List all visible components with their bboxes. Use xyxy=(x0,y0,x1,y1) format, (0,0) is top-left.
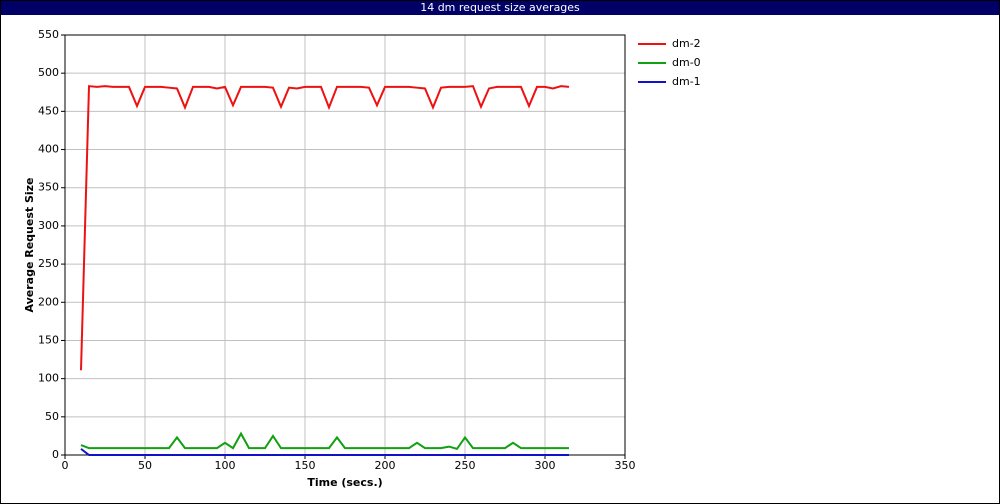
x-axis-label: Time (secs.) xyxy=(307,476,382,489)
legend-label: dm-0 xyxy=(672,56,701,69)
y-tick-label: 500 xyxy=(38,66,59,79)
legend-label: dm-1 xyxy=(672,75,701,88)
y-tick-label: 0 xyxy=(52,448,59,461)
legend-label: dm-2 xyxy=(672,37,701,50)
x-tick-label: 250 xyxy=(455,459,476,472)
chart-title: 14 dm request size averages xyxy=(420,1,580,14)
y-tick-label: 350 xyxy=(38,181,59,194)
series-line xyxy=(80,85,570,371)
y-axis-label: Average Request Size xyxy=(23,177,36,312)
y-tick-label: 550 xyxy=(38,28,59,41)
x-tick-label: 300 xyxy=(535,459,556,472)
x-tick-label: 150 xyxy=(295,459,316,472)
y-tick-label: 300 xyxy=(38,219,59,232)
x-tick-label: 350 xyxy=(615,459,636,472)
y-tick-label: 150 xyxy=(38,333,59,346)
y-tick-label: 100 xyxy=(38,372,59,385)
x-tick-label: 50 xyxy=(138,459,152,472)
y-tick-label: 50 xyxy=(45,410,59,423)
title-bar xyxy=(1,1,999,15)
y-tick-label: 450 xyxy=(38,104,59,117)
x-tick-label: 0 xyxy=(62,459,69,472)
series-line xyxy=(80,448,569,456)
y-tick-label: 400 xyxy=(38,143,59,156)
y-tick-label: 200 xyxy=(38,295,59,308)
y-tick-label: 250 xyxy=(38,257,59,270)
series-line xyxy=(80,431,569,451)
x-tick-label: 100 xyxy=(215,459,236,472)
x-tick-label: 200 xyxy=(375,459,396,472)
